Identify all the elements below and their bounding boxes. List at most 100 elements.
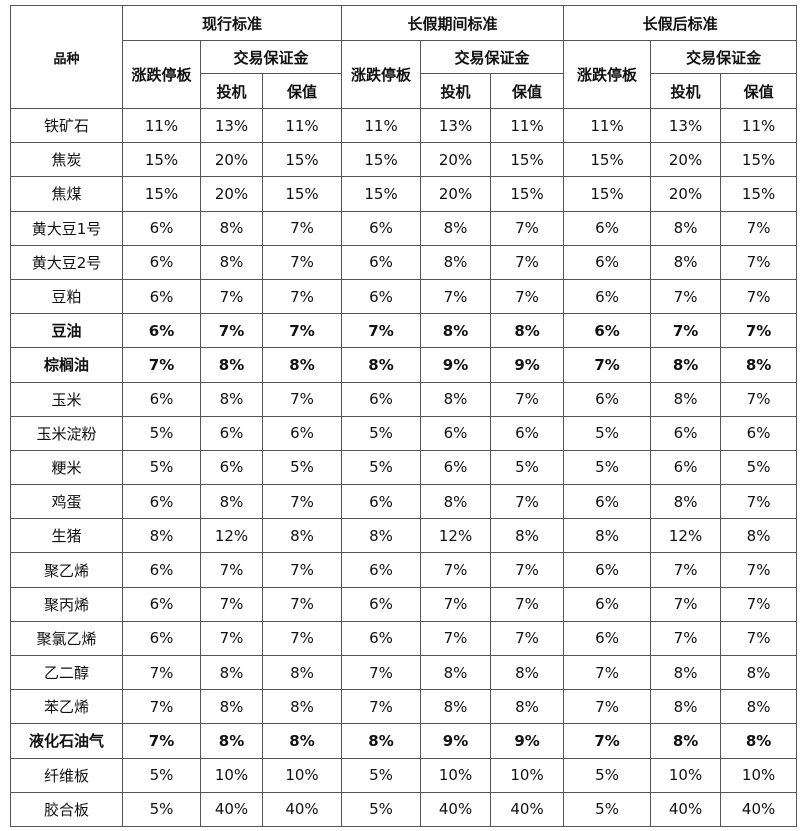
rate-cell: 8% xyxy=(420,210,492,246)
rate-cell: 5% xyxy=(122,449,201,486)
variety-cell: 玉米 xyxy=(10,381,123,417)
rate-cell: 6% xyxy=(122,210,201,246)
hedge-header: 保值 xyxy=(720,73,798,109)
table-head: 品种 现行标准 长假期间标准 长假后标准 涨跌停板 交易保证金 涨跌停板 交易保证金 涨跌停板交… xyxy=(10,5,798,109)
rate-cell: 11% xyxy=(490,107,565,144)
rate-cell: 7% xyxy=(200,620,263,657)
rate-cell: 6% xyxy=(261,415,343,451)
rate-cell: 8% xyxy=(122,518,201,554)
rate-cell: 7% xyxy=(490,278,565,315)
table-row: 鸡蛋 6% 8% 7% 6% 8% 7% 6% 8% 7% xyxy=(10,484,798,520)
rate-cell: 13% xyxy=(650,107,722,144)
table-row: 聚乙烯 6% 7% 7% 6% 7% 7% 6% 7% 7% xyxy=(10,552,798,588)
rate-cell: 7% xyxy=(490,586,565,622)
rate-cell: 8% xyxy=(420,244,492,280)
rate-cell: 8% xyxy=(490,313,565,349)
table-row: 焦煤 15% 20% 15% 15% 20% 15% 15% 20% 15% xyxy=(10,176,798,212)
table-row: 棕榈油 7% 8% 8% 8% 9% 9% 7% 8% 8% xyxy=(10,347,798,383)
rate-cell: 6% xyxy=(650,415,722,451)
rate-cell: 7% xyxy=(420,552,492,588)
table-row: 黄大豆2号 6% 8% 7% 6% 8% 7% 6% 8% 7% xyxy=(10,244,798,280)
rate-cell: 6% xyxy=(341,381,422,417)
variety-cell: 纤维板 xyxy=(10,757,123,793)
table-row: 豆油 6% 7% 7% 7% 8% 8% 6% 7% 7% xyxy=(10,313,798,349)
rate-cell: 6% xyxy=(563,313,652,349)
rate-cell: 7% xyxy=(720,313,798,349)
variety-cell: 生猪 xyxy=(10,518,123,554)
rate-cell: 7% xyxy=(122,654,201,691)
variety-cell: 豆油 xyxy=(10,313,123,349)
rate-cell: 5% xyxy=(563,791,652,827)
rate-cell: 8% xyxy=(200,484,263,520)
rate-cell: 8% xyxy=(341,723,422,759)
rate-cell: 15% xyxy=(563,176,652,212)
rate-cell: 8% xyxy=(720,654,798,691)
rate-cell: 5% xyxy=(261,449,343,486)
rate-cell: 6% xyxy=(490,415,565,451)
rate-cell: 6% xyxy=(720,415,798,451)
rate-cell: 8% xyxy=(341,518,422,554)
rate-cell: 7% xyxy=(563,723,652,759)
rate-cell: 6% xyxy=(420,415,492,451)
rate-cell: 6% xyxy=(122,278,201,315)
rate-cell: 8% xyxy=(490,654,565,691)
rate-cell: 7% xyxy=(261,210,343,246)
rate-cell: 10% xyxy=(720,757,798,793)
rate-cell: 12% xyxy=(650,518,722,554)
rate-cell: 15% xyxy=(261,176,343,212)
table-row: 玉米 6% 8% 7% 6% 8% 7% 6% 8% 7% xyxy=(10,381,798,417)
variety-cell: 铁矿石 xyxy=(10,107,123,144)
rate-cell: 7% xyxy=(200,586,263,622)
rate-cell: 11% xyxy=(341,107,422,144)
table-body: 铁矿石 11% 13% 11% 11% 13% 11% 11% 13% 11% 焦炭 15% 20% 15… xyxy=(10,107,798,827)
rate-cell: 15% xyxy=(490,142,565,178)
variety-cell: 液化石油气 xyxy=(10,723,123,759)
table-row: 黄大豆1号 6% 8% 7% 6% 8% 7% 6% 8% 7% xyxy=(10,210,798,246)
rate-cell: 8% xyxy=(261,723,343,759)
rate-cell: 8% xyxy=(200,347,263,383)
rate-cell: 40% xyxy=(200,791,263,827)
header-row: 投机 保值 投机 保值 投机 保值 xyxy=(11,73,798,109)
rate-cell: 7% xyxy=(490,210,565,246)
rate-cell: 7% xyxy=(122,723,201,759)
rate-cell: 5% xyxy=(122,791,201,827)
rate-cell: 7% xyxy=(720,484,798,520)
rate-cell: 9% xyxy=(420,347,492,383)
rate-cell: 7% xyxy=(341,689,422,725)
hedge-header: 保值 xyxy=(490,73,565,109)
hedge-header: 保值 xyxy=(261,73,343,109)
rate-cell: 15% xyxy=(341,176,422,212)
rate-cell: 7% xyxy=(720,278,798,315)
rate-cell: 6% xyxy=(200,415,263,451)
rate-cell: 8% xyxy=(650,244,722,280)
rate-cell: 10% xyxy=(261,757,343,793)
rate-cell: 20% xyxy=(650,176,722,212)
rate-cell: 5% xyxy=(122,757,201,793)
rate-cell: 5% xyxy=(122,415,201,451)
rate-cell: 7% xyxy=(650,552,722,588)
rate-cell: 10% xyxy=(650,757,722,793)
rate-cell: 7% xyxy=(650,586,722,622)
table-row: 粳米 5% 6% 5% 5% 6% 5% 5% 6% 5% xyxy=(10,449,798,486)
rate-cell: 11% xyxy=(261,107,343,144)
rate-cell: 8% xyxy=(261,518,343,554)
group-header: 长假期间标准 xyxy=(341,5,565,41)
rate-cell: 40% xyxy=(490,791,565,827)
rate-cell: 40% xyxy=(650,791,722,827)
rate-cell: 40% xyxy=(720,791,798,827)
rate-cell: 11% xyxy=(122,107,201,144)
rate-cell: 8% xyxy=(650,654,722,691)
rate-cell: 7% xyxy=(261,381,343,417)
rate-cell: 7% xyxy=(490,484,565,520)
rate-cell: 8% xyxy=(200,381,263,417)
rate-cell: 15% xyxy=(720,176,798,212)
table-row: 生猪 8% 12% 8% 8% 12% 8% 8% 12% 8% xyxy=(10,518,798,554)
rate-cell: 7% xyxy=(650,620,722,657)
variety-cell: 棕榈油 xyxy=(10,347,123,383)
rate-cell: 15% xyxy=(563,142,652,178)
rate-cell: 7% xyxy=(420,620,492,657)
rate-cell: 5% xyxy=(563,757,652,793)
rate-cell: 6% xyxy=(420,449,492,486)
rate-cell: 8% xyxy=(650,484,722,520)
table-row: 胶合板 5% 40% 40% 5% 40% 40% 5% 40% 40% xyxy=(10,791,798,827)
